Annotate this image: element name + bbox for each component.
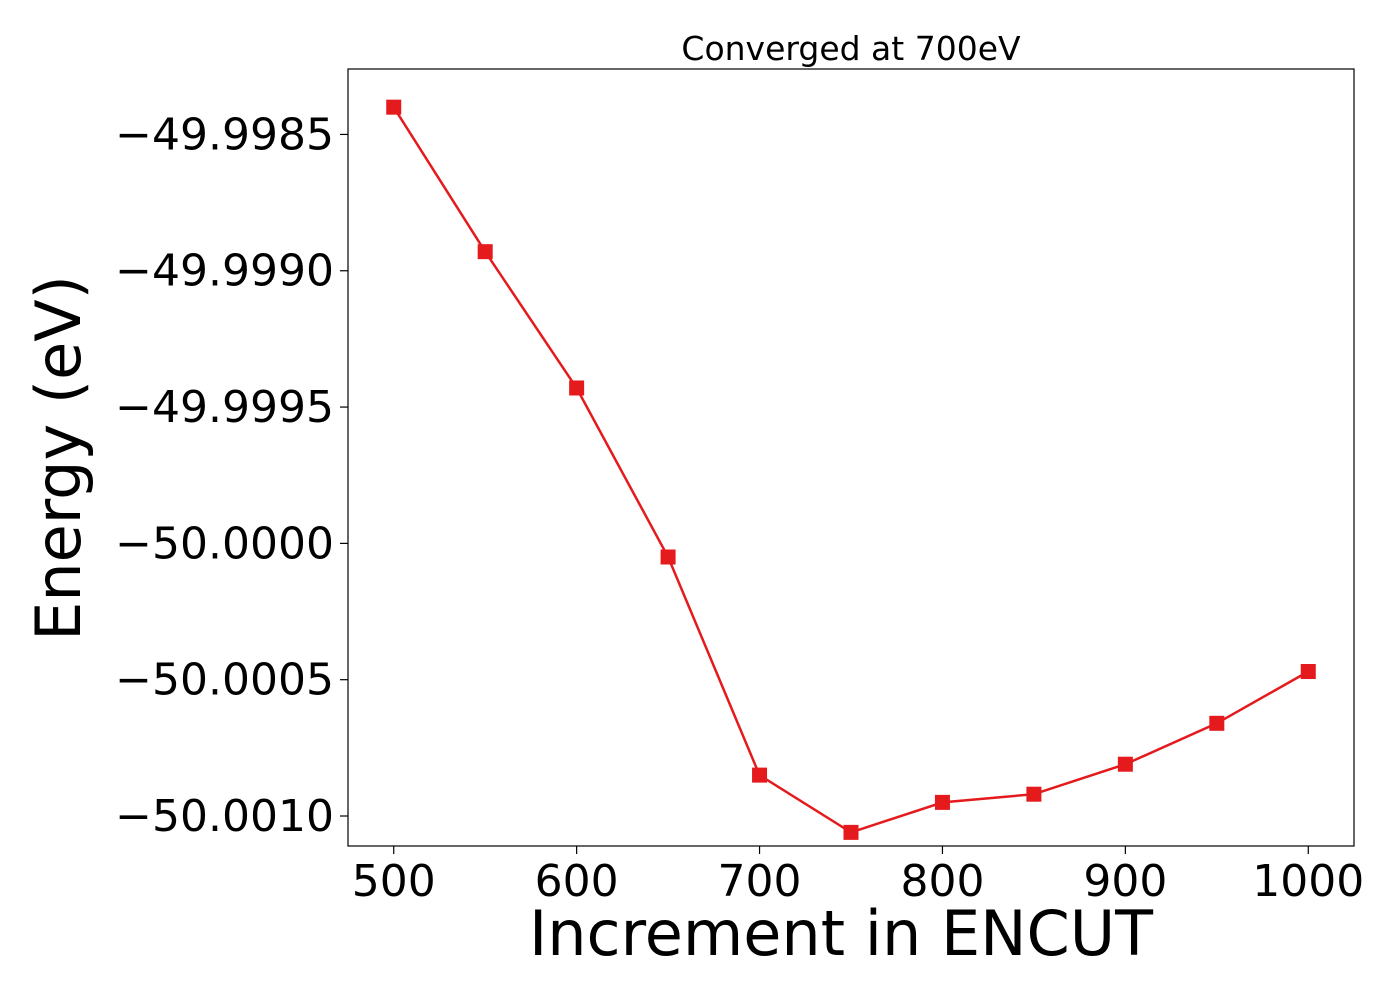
chart-title: Converged at 700eV bbox=[681, 29, 1021, 68]
data-point-marker bbox=[569, 380, 585, 396]
data-point-marker bbox=[1117, 756, 1133, 772]
data-point-marker bbox=[1209, 715, 1225, 731]
y-tick-label: −50.0000 bbox=[115, 518, 334, 569]
data-point-marker bbox=[386, 99, 402, 115]
y-tick-label: −50.0005 bbox=[115, 655, 334, 706]
data-point-marker bbox=[752, 767, 768, 783]
x-tick-label: 900 bbox=[1083, 856, 1167, 907]
y-tick-label: −49.9985 bbox=[115, 109, 334, 160]
plot-series bbox=[386, 99, 1316, 840]
series-line bbox=[392, 106, 1309, 834]
y-tick-label: −50.0010 bbox=[115, 791, 334, 842]
x-axis-label: Increment in ENCUT bbox=[529, 897, 1154, 970]
x-tick-label: 1000 bbox=[1252, 856, 1364, 907]
data-point-marker bbox=[1026, 786, 1042, 802]
data-point-marker bbox=[843, 824, 859, 840]
x-tick-label: 700 bbox=[718, 856, 802, 907]
data-point-marker bbox=[477, 244, 493, 260]
x-tick-label: 600 bbox=[535, 856, 619, 907]
y-axis-label: Energy (eV) bbox=[22, 275, 95, 641]
x-axis: 500 600 700 800 900 1000 bbox=[352, 846, 1364, 907]
data-point-marker bbox=[934, 794, 950, 810]
y-tick-label: −49.9990 bbox=[115, 246, 334, 297]
plot-area-frame bbox=[347, 68, 1355, 847]
y-axis: −49.9985 −49.9990 −49.9995 −50.0000 −50.0005… bbox=[115, 109, 348, 842]
y-tick-label: −49.9995 bbox=[115, 382, 334, 433]
data-point-marker bbox=[1300, 664, 1316, 680]
x-tick-label: 500 bbox=[352, 856, 436, 907]
x-tick-label: 800 bbox=[900, 856, 984, 907]
data-point-marker bbox=[660, 549, 676, 565]
